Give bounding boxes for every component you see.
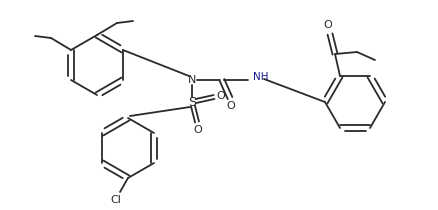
Text: NH: NH [253, 72, 268, 82]
Text: Cl: Cl [110, 195, 121, 205]
Text: O: O [324, 20, 332, 30]
Text: S: S [188, 96, 196, 109]
Text: O: O [194, 125, 202, 135]
Text: O: O [226, 101, 235, 111]
Text: N: N [188, 75, 196, 85]
Text: O: O [217, 91, 226, 101]
